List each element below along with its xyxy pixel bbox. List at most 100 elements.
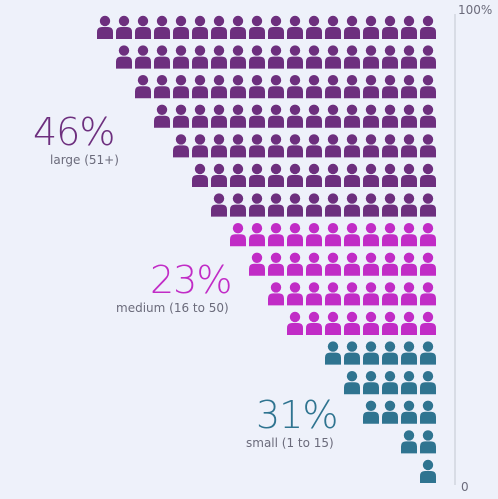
large-person-icon [154, 104, 170, 128]
large-person-icon [325, 193, 341, 217]
medium-person-icon [325, 282, 341, 306]
large-person-icon [401, 104, 417, 128]
large-person-icon [363, 15, 379, 39]
large-person-icon [154, 45, 170, 69]
large-person-icon [382, 15, 398, 39]
large-person-icon [325, 75, 341, 99]
medium-person-icon [363, 282, 379, 306]
small-person-icon [420, 459, 436, 483]
large-person-icon [363, 163, 379, 187]
medium-person-icon [287, 252, 303, 276]
large-person-icon [287, 134, 303, 158]
medium-person-icon [306, 223, 322, 247]
large-person-icon [306, 75, 322, 99]
medium-percent-label: 23% [150, 258, 232, 302]
medium-person-icon [249, 223, 265, 247]
large-person-icon [211, 45, 227, 69]
large-person-icon [211, 104, 227, 128]
large-person-icon [325, 104, 341, 128]
small-person-icon [325, 341, 341, 365]
medium-person-icon [401, 282, 417, 306]
large-person-icon [363, 75, 379, 99]
large-person-icon [230, 163, 246, 187]
medium-category-label: medium (16 to 50) [116, 301, 229, 315]
large-person-icon [230, 15, 246, 39]
large-person-icon [306, 134, 322, 158]
medium-person-icon [325, 252, 341, 276]
large-person-icon [363, 193, 379, 217]
small-percent-label: 31% [256, 393, 338, 437]
large-person-icon [382, 75, 398, 99]
medium-person-icon [306, 311, 322, 335]
large-person-icon [401, 75, 417, 99]
large-person-icon [287, 15, 303, 39]
small-person-icon [363, 400, 379, 424]
large-person-icon [268, 134, 284, 158]
large-person-icon [173, 45, 189, 69]
small-person-icon [401, 430, 417, 454]
large-person-icon [325, 45, 341, 69]
medium-person-icon [363, 252, 379, 276]
large-person-icon [363, 134, 379, 158]
large-person-icon [344, 134, 360, 158]
large-person-icon [230, 45, 246, 69]
large-person-icon [344, 104, 360, 128]
large-person-icon [306, 104, 322, 128]
large-person-icon [420, 45, 436, 69]
large-person-icon [192, 75, 208, 99]
medium-person-icon [420, 282, 436, 306]
large-person-icon [230, 193, 246, 217]
large-person-icon [420, 134, 436, 158]
large-person-icon [211, 193, 227, 217]
small-person-icon [420, 400, 436, 424]
medium-person-icon [401, 223, 417, 247]
medium-person-icon [325, 223, 341, 247]
large-person-icon [173, 15, 189, 39]
large-person-icon [401, 163, 417, 187]
large-person-icon [135, 45, 151, 69]
medium-person-icon [287, 282, 303, 306]
large-person-icon [249, 75, 265, 99]
large-person-icon [230, 104, 246, 128]
large-person-icon [306, 45, 322, 69]
medium-person-icon [287, 223, 303, 247]
medium-person-icon [382, 223, 398, 247]
small-person-icon [420, 341, 436, 365]
large-person-icon [192, 104, 208, 128]
medium-person-icon [420, 223, 436, 247]
large-person-icon [268, 75, 284, 99]
small-person-icon [420, 371, 436, 395]
axis-bottom-label: 0 [461, 480, 469, 494]
small-person-icon [344, 371, 360, 395]
medium-person-icon [363, 223, 379, 247]
medium-person-icon [401, 252, 417, 276]
large-person-icon [382, 104, 398, 128]
medium-person-icon [249, 252, 265, 276]
large-person-icon [287, 75, 303, 99]
large-person-icon [116, 45, 132, 69]
large-person-icon [249, 45, 265, 69]
large-person-icon [382, 163, 398, 187]
large-person-icon [401, 193, 417, 217]
medium-person-icon [306, 282, 322, 306]
large-person-icon [287, 45, 303, 69]
medium-person-icon [344, 252, 360, 276]
large-person-icon [382, 45, 398, 69]
large-person-icon [420, 15, 436, 39]
large-person-icon [173, 75, 189, 99]
medium-person-icon [268, 223, 284, 247]
large-person-icon [230, 75, 246, 99]
large-person-icon [363, 104, 379, 128]
large-person-icon [249, 134, 265, 158]
medium-person-icon [230, 223, 246, 247]
medium-person-icon [420, 252, 436, 276]
large-person-icon [268, 104, 284, 128]
small-person-icon [382, 341, 398, 365]
large-person-icon [306, 193, 322, 217]
medium-person-icon [363, 311, 379, 335]
medium-person-icon [382, 282, 398, 306]
large-person-icon [420, 163, 436, 187]
large-person-icon [287, 104, 303, 128]
